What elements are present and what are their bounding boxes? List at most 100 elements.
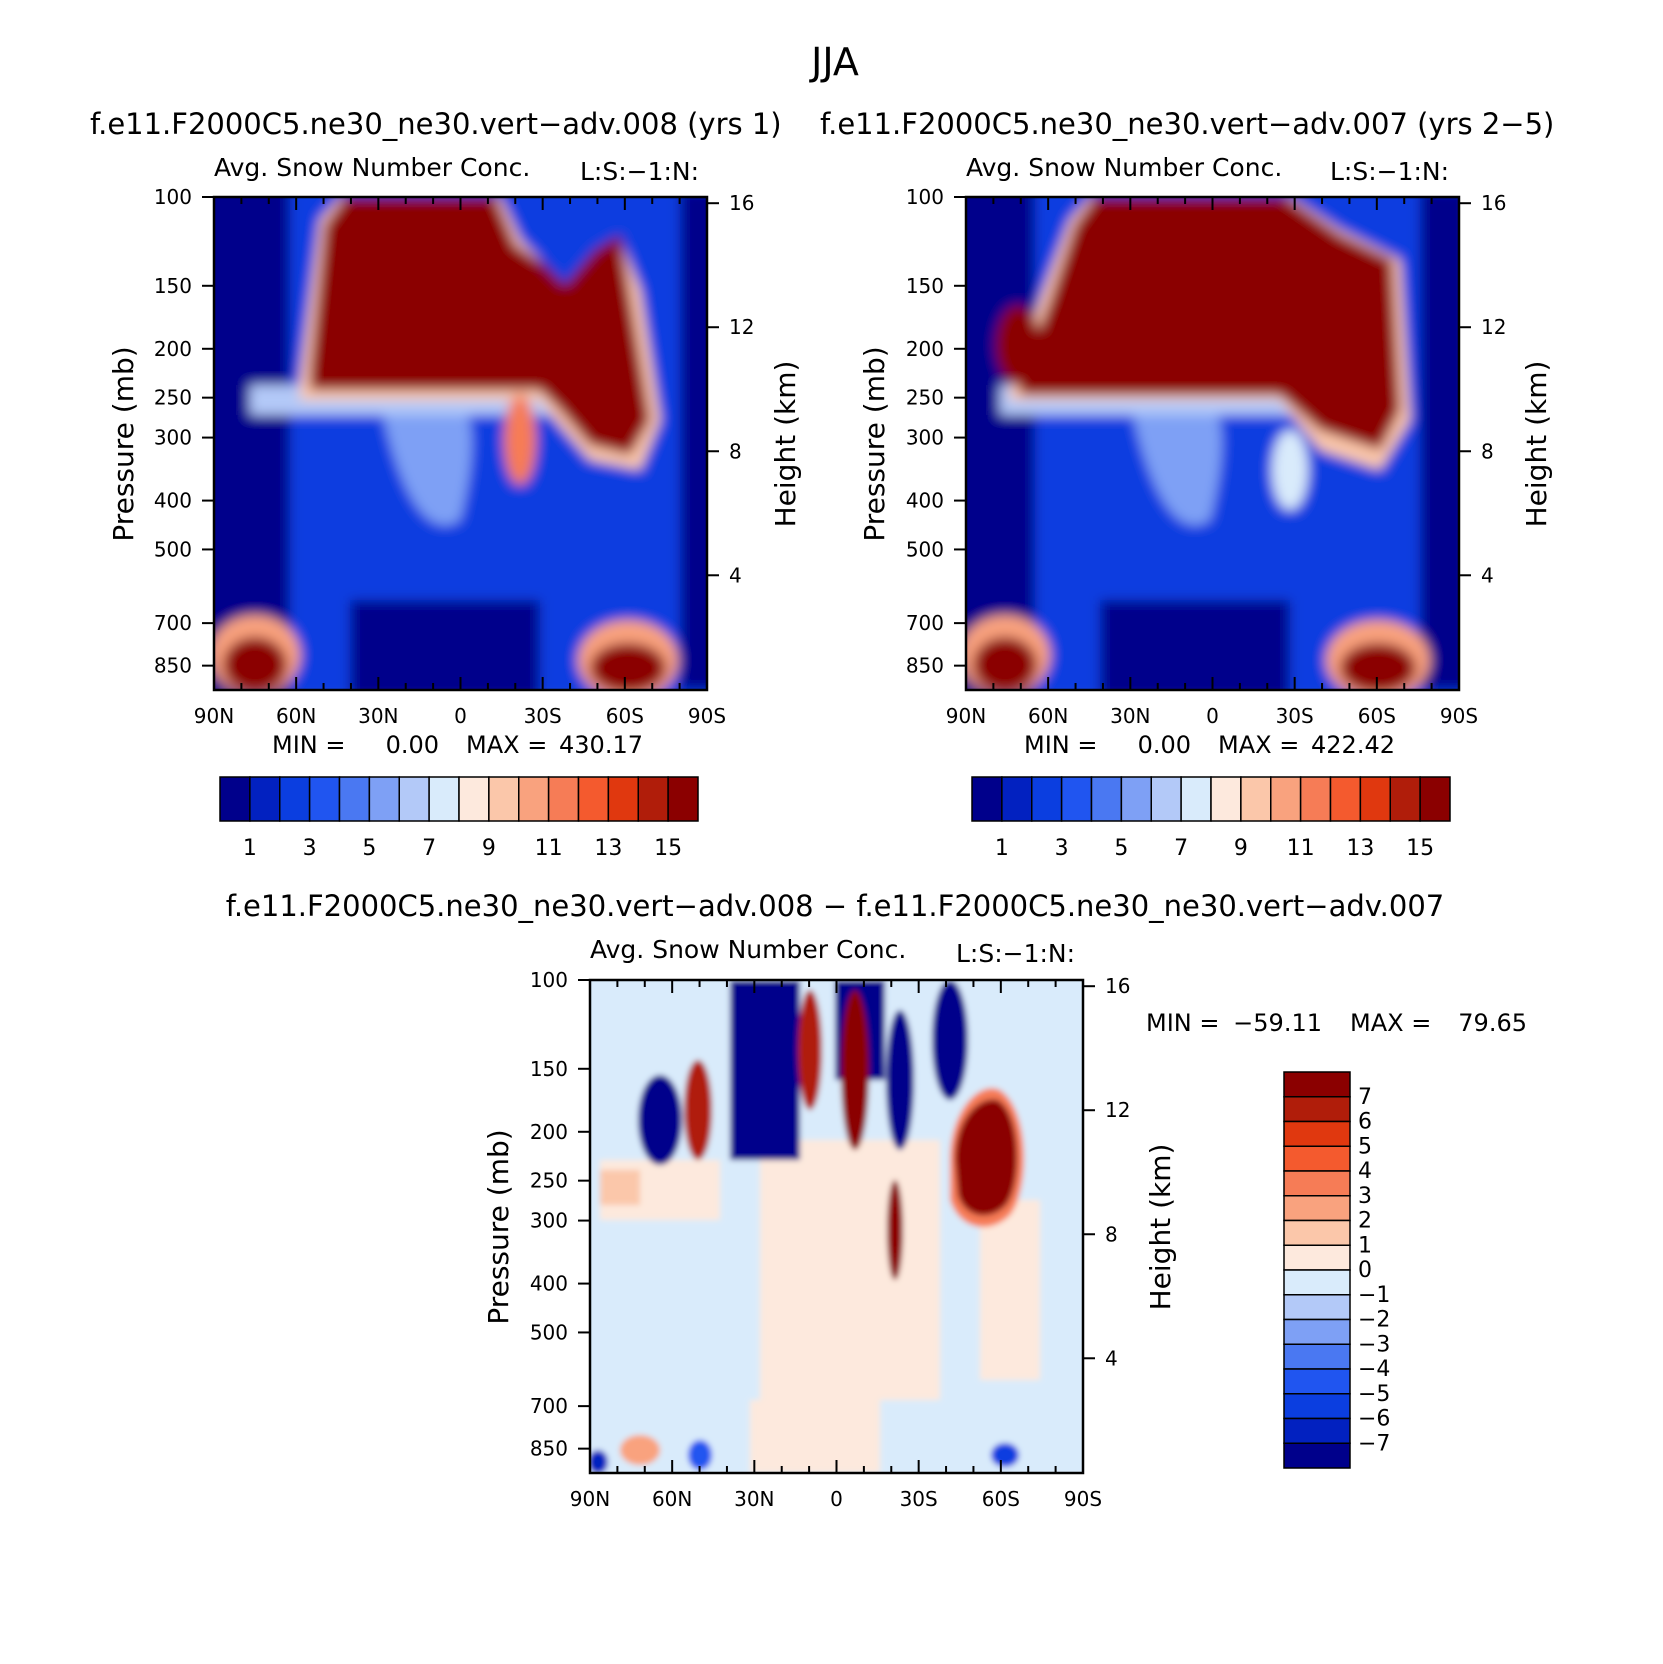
colorbar-swatch <box>249 776 281 822</box>
colorbar-label: 3 <box>1055 836 1069 861</box>
colorbar-label: 1 <box>1358 1233 1372 1258</box>
colorbar-swatch <box>1240 776 1272 822</box>
y-tick-label: 700 <box>154 611 192 635</box>
colorbar-swatch <box>428 776 460 822</box>
x-tick-label: 90S <box>1064 1487 1102 1511</box>
colorbar-label: 1 <box>995 836 1009 861</box>
x-tick-label: 0 <box>830 1487 843 1511</box>
max-label: MAX = <box>466 731 547 759</box>
colorbar-swatch <box>1283 1071 1351 1098</box>
colorbar-swatch <box>637 776 669 822</box>
y-tick-label: 100 <box>530 968 568 992</box>
height-tick-label: 4 <box>1105 1346 1118 1370</box>
min-value: −59.11 <box>1233 1009 1322 1037</box>
colorbar-label: 11 <box>1287 836 1315 861</box>
panel-subtitle-right: L:S:−1:N: <box>956 939 1075 968</box>
colorbar-swatch <box>1283 1244 1351 1271</box>
colorbar-swatch <box>1283 1442 1351 1469</box>
max-value: 430.17 <box>559 731 643 759</box>
colorbar-swatch <box>518 776 550 822</box>
height-tick-label: 8 <box>1481 439 1494 463</box>
panel-subtitle-right: L:S:−1:N: <box>1330 157 1449 186</box>
colorbar-swatch <box>1283 1294 1351 1321</box>
y-tick-label: 850 <box>530 1437 568 1461</box>
x-tick-label: 90N <box>194 704 234 728</box>
colorbar-swatch <box>1090 776 1123 822</box>
colorbar-label: −7 <box>1358 1431 1390 1456</box>
colorbar-swatch <box>488 776 520 822</box>
y-tick-label: 300 <box>154 426 192 450</box>
y-tick-label: 500 <box>154 537 192 561</box>
colorbar-label: 0 <box>1358 1258 1372 1283</box>
colorbar-swatch <box>279 776 311 822</box>
colorbar-swatch <box>1329 776 1362 822</box>
x-tick-label: 60S <box>982 1487 1020 1511</box>
colorbar-swatch <box>1180 776 1212 822</box>
colorbar-swatch <box>1283 1368 1351 1395</box>
colorbar-label: 11 <box>535 836 563 861</box>
y-tick-label: 200 <box>154 337 192 361</box>
y-tick-label: 150 <box>154 274 192 298</box>
colorbar-label: −2 <box>1358 1308 1390 1333</box>
colorbar-swatch <box>1031 776 1063 822</box>
panel-subtitle: Avg. Snow Number Conc. <box>214 153 530 182</box>
x-tick-label: 90N <box>570 1487 610 1511</box>
y-tick-label: 250 <box>906 386 944 410</box>
colorbar-swatch <box>971 776 1003 822</box>
colorbar-swatch <box>1120 776 1152 822</box>
colorbar-label: 9 <box>1234 836 1248 861</box>
y-tick-label: 150 <box>530 1057 568 1081</box>
colorbar-swatch <box>1283 1120 1351 1147</box>
x-tick-label: 90S <box>688 704 726 728</box>
colorbar-label: 4 <box>1358 1159 1372 1184</box>
min-value: 0.00 <box>1138 731 1191 759</box>
colorbar-label: −3 <box>1358 1332 1390 1357</box>
height-tick-label: 8 <box>1105 1222 1118 1246</box>
colorbar-label: 5 <box>362 836 376 861</box>
x-tick-label: 60N <box>276 704 316 728</box>
contour-field <box>214 197 707 690</box>
colorbar-swatch <box>1283 1318 1351 1345</box>
x-tick-label: 60S <box>1358 704 1396 728</box>
panel-run-008: f.e11.F2000C5.ne30_ne30.vert−adv.008 (yr… <box>90 107 802 861</box>
colorbar-label: 3 <box>303 836 317 861</box>
colorbar-swatch <box>368 776 400 822</box>
colorbar-label: 7 <box>1358 1085 1372 1110</box>
height-tick-label: 4 <box>729 563 742 587</box>
min-label: MIN = <box>272 731 345 759</box>
height-tick-label: 12 <box>1105 1098 1130 1122</box>
colorbar-swatch <box>1283 1195 1351 1222</box>
y-tick-label: 200 <box>530 1120 568 1144</box>
panel-difference: f.e11.F2000C5.ne30_ne30.vert−adv.008 − f… <box>226 889 1527 1511</box>
colorbar-swatch <box>1283 1219 1351 1246</box>
x-tick-label: 90N <box>946 704 986 728</box>
y-tick-label: 850 <box>906 654 944 678</box>
colorbar-swatch <box>667 776 699 822</box>
figure-title: JJA <box>809 40 859 84</box>
colorbar-label: 13 <box>594 836 622 861</box>
y-tick-label: 400 <box>906 489 944 513</box>
colorbar-swatch <box>219 776 251 822</box>
colorbar-swatch <box>1283 1269 1351 1296</box>
y-tick-label: 250 <box>154 386 192 410</box>
colorbar-swatch <box>547 776 580 822</box>
y-tick-label: 250 <box>530 1169 568 1193</box>
colorbar-label: 2 <box>1358 1209 1372 1234</box>
ylabel: Pressure (mb) <box>482 1129 515 1324</box>
colorbar-label: 15 <box>1406 836 1434 861</box>
y-tick-label: 200 <box>906 337 944 361</box>
colorbar-label: 9 <box>482 836 496 861</box>
colorbar-swatch <box>1283 1170 1351 1197</box>
x-tick-label: 30N <box>358 704 398 728</box>
max-label: MAX = <box>1218 731 1299 759</box>
colorbar-swatch <box>1283 1096 1351 1123</box>
x-tick-label: 90S <box>1440 704 1478 728</box>
colorbar-label: −6 <box>1358 1407 1390 1432</box>
panel-subtitle: Avg. Snow Number Conc. <box>590 935 906 964</box>
height-tick-label: 16 <box>1105 974 1130 998</box>
colorbar-label: −1 <box>1358 1283 1390 1308</box>
colorbar-label: 15 <box>654 836 682 861</box>
y-tick-label: 300 <box>906 426 944 450</box>
height-tick-label: 16 <box>729 191 754 215</box>
